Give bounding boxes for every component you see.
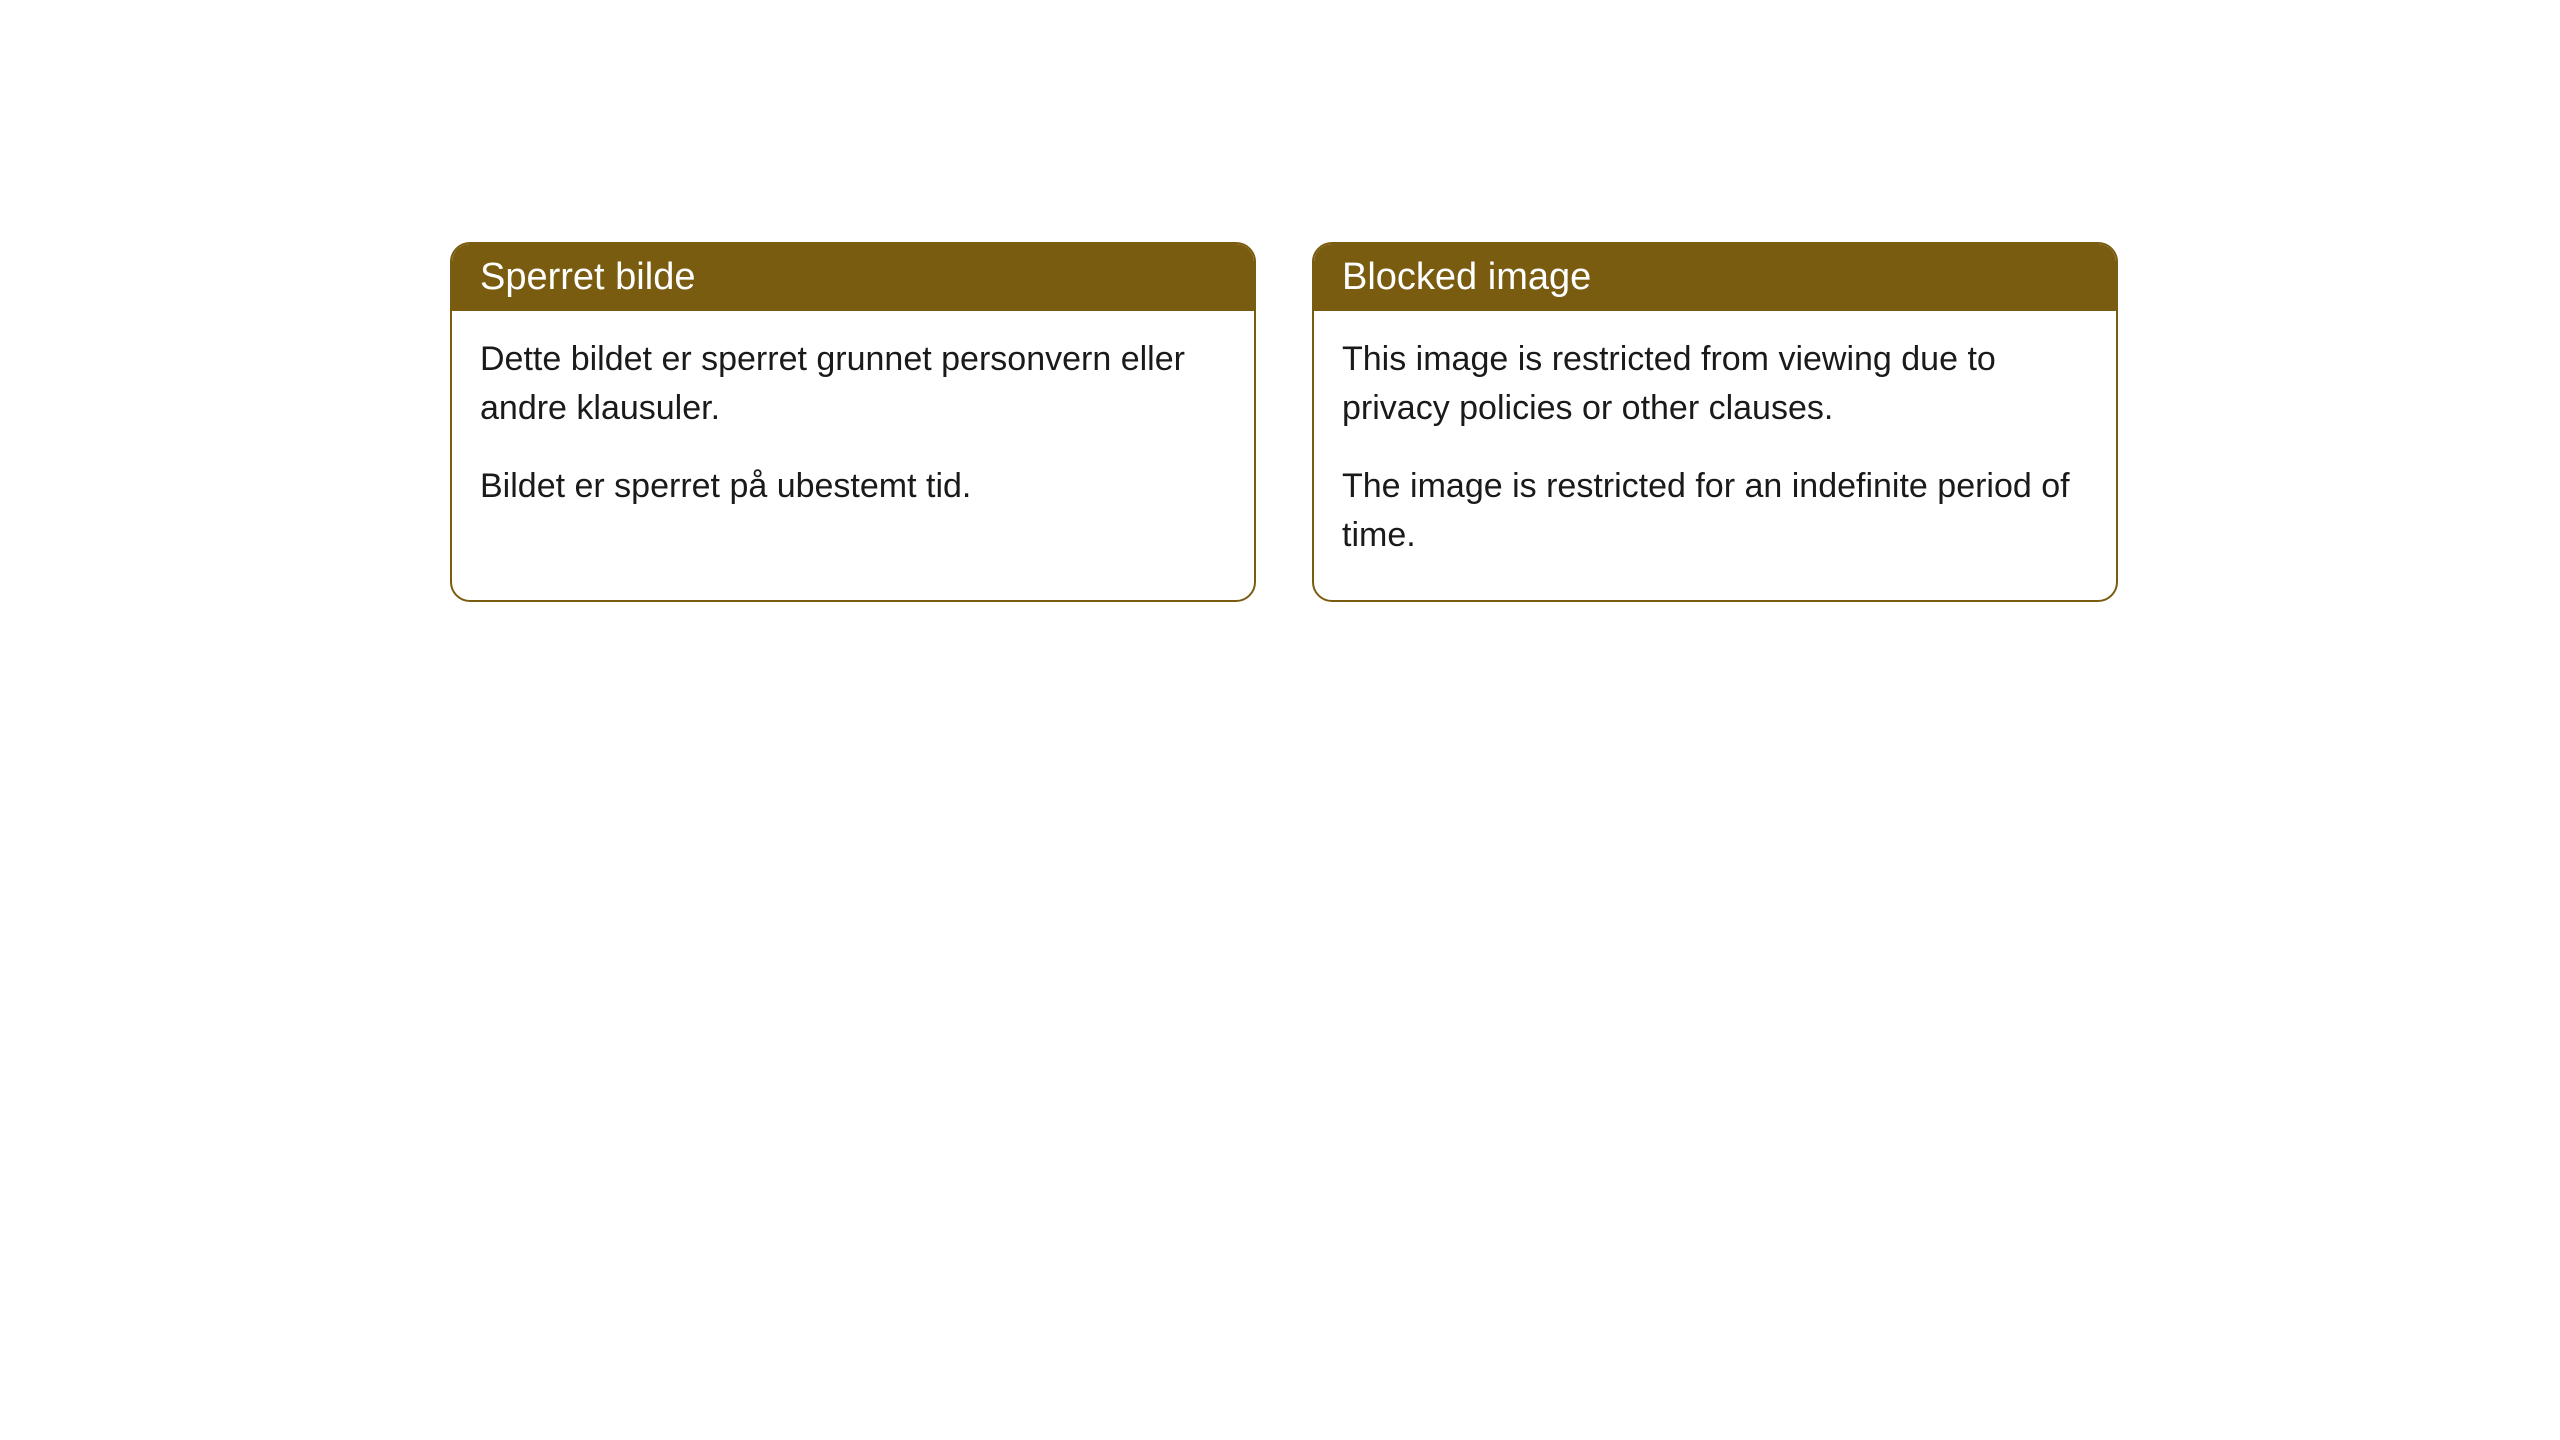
card-title-english: Blocked image [1342,256,1591,298]
card-paragraph1-english: This image is restricted from viewing du… [1342,335,2088,434]
card-paragraph2-norwegian: Bildet er sperret på ubestemt tid. [480,462,1226,511]
card-english: Blocked image This image is restricted f… [1312,242,2118,602]
card-header-norwegian: Sperret bilde [452,244,1254,311]
card-header-english: Blocked image [1314,244,2116,311]
card-norwegian: Sperret bilde Dette bildet er sperret gr… [450,242,1256,602]
card-body-english: This image is restricted from viewing du… [1314,311,2116,600]
card-body-norwegian: Dette bildet er sperret grunnet personve… [452,311,1254,551]
card-paragraph1-norwegian: Dette bildet er sperret grunnet personve… [480,335,1226,434]
card-paragraph2-english: The image is restricted for an indefinit… [1342,462,2088,561]
card-title-norwegian: Sperret bilde [480,256,695,298]
cards-container: Sperret bilde Dette bildet er sperret gr… [450,242,2118,602]
